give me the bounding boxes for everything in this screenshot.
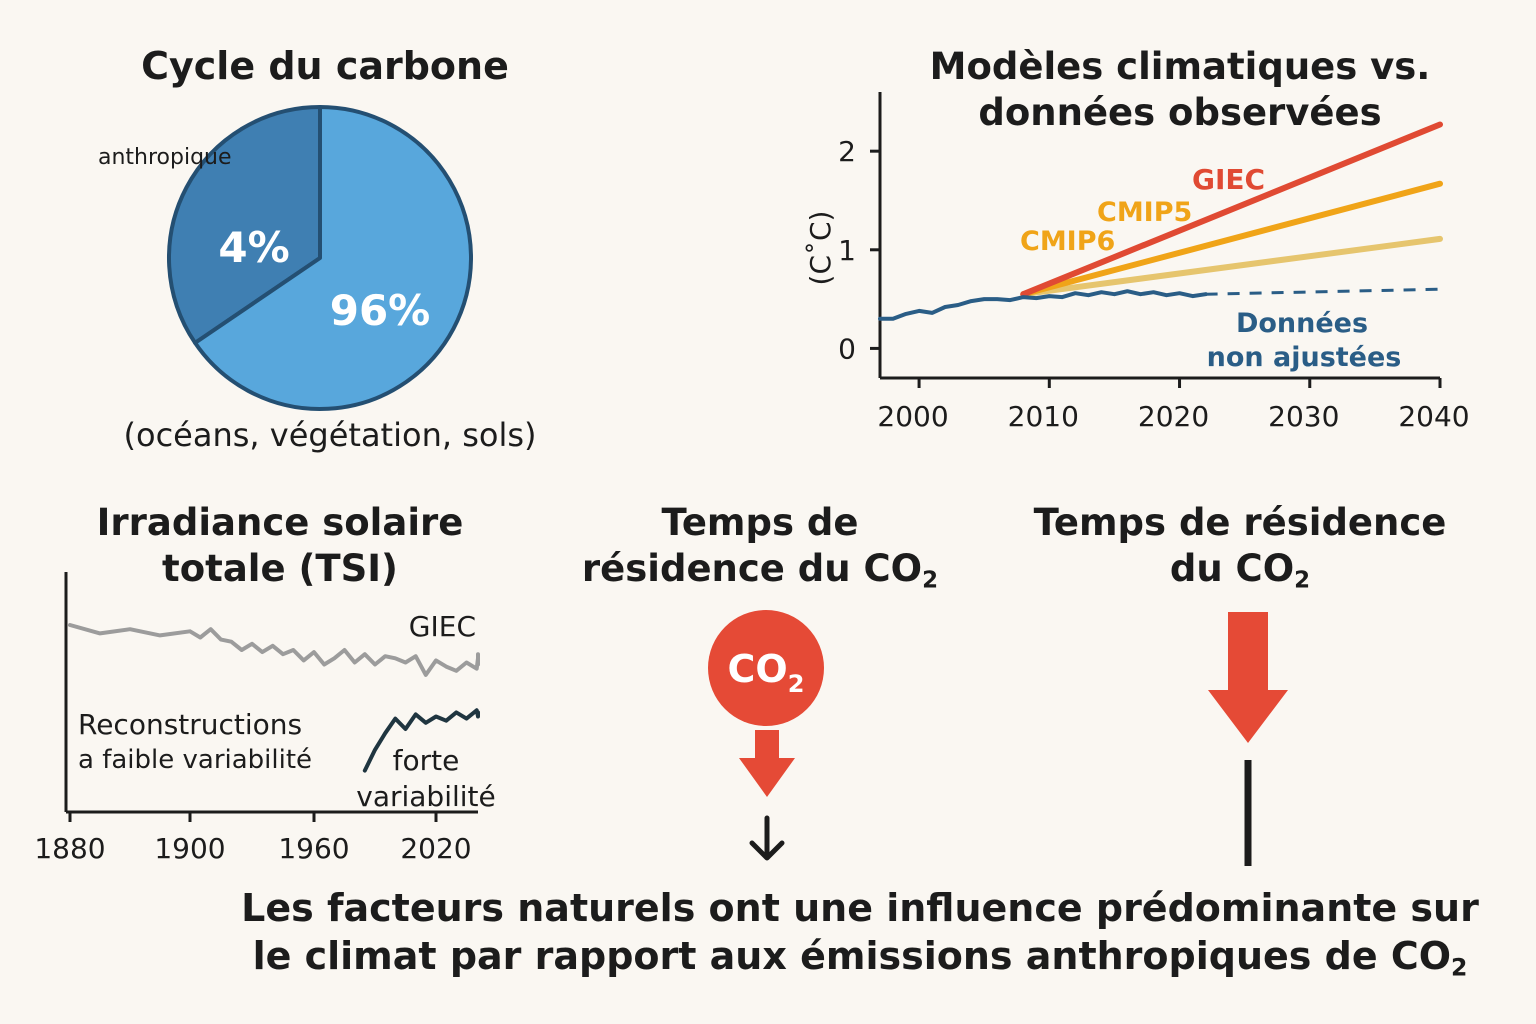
models-y-axis-label: (C˚C) <box>804 211 837 286</box>
pie-slice-anthropique <box>167 105 322 345</box>
down-arrow-red-small <box>739 730 795 797</box>
models-title-line2: données observées <box>978 91 1382 134</box>
models-label-observed-line1: Données <box>1236 308 1368 339</box>
residence-title-1: Temps de résidence du CO2 <box>560 500 960 592</box>
models-series-giec <box>1020 121 1443 298</box>
residence1-title-line1: Temps de <box>661 501 859 544</box>
models-x-tick-label: 2010 <box>1008 400 1079 433</box>
tsi-label-reconstructions-line2: a faible variabilité <box>78 745 312 775</box>
conclusion-line2: le climat par rapport aux émissions anth… <box>252 934 1468 982</box>
pie-label-naturel: (océans, végétation, sols) <box>124 416 537 454</box>
down-arrow-red-large <box>1208 612 1288 743</box>
models-label-observed-line2: non ajustées <box>1207 342 1402 373</box>
models-chart-title: Modèles climatiques vs. données observée… <box>880 44 1480 136</box>
models-series-observed-projection <box>1205 287 1441 296</box>
tsi-label-forte-line1: forte <box>393 744 460 777</box>
models-x-tick-label: 2040 <box>1398 400 1469 433</box>
residence-title-2: Temps de résidence du CO2 <box>1030 500 1450 592</box>
pie-slice-value-label: 4% <box>218 223 289 272</box>
down-arrow-black-small <box>749 815 785 861</box>
models-label-cmip6: CMIP6 <box>1020 226 1115 257</box>
models-x-tick-label: 2020 <box>1138 400 1209 433</box>
residence1-title-line2: résidence du CO2 <box>581 547 939 594</box>
co2-bubble-label: CO2 <box>728 647 805 698</box>
models-label-giec: GIEC <box>1192 163 1265 196</box>
tsi-x-tick-label: 2020 <box>400 832 471 865</box>
models-y-tick-label: 2 <box>838 135 856 168</box>
models-y-tick-label: 1 <box>838 234 856 267</box>
residence2-title-line2: du CO2 <box>1169 547 1311 594</box>
conclusion-text: Les facteurs naturels ont une influence … <box>180 884 1536 980</box>
pie-slice-naturel <box>193 105 473 411</box>
models-series-observed <box>878 289 1208 321</box>
pie-label-anthropique: anthropique <box>98 145 232 170</box>
tsi-chart-title: Irradiance solaire totale (TSI) <box>60 500 500 592</box>
tsi-label-giec: GIEC <box>409 610 476 643</box>
models-label-cmip5: CMIP5 <box>1097 197 1192 228</box>
tsi-label-reconstructions-line1: Reconstructions <box>78 708 302 741</box>
models-title-line1: Modèles climatiques vs. <box>929 45 1431 88</box>
models-y-tick-label: 0 <box>838 332 856 365</box>
tsi-x-tick-label: 1960 <box>278 832 349 865</box>
pie-slice-value-label: 96% <box>330 286 431 335</box>
residence2-title-line1: Temps de résidence <box>1033 501 1447 544</box>
tsi-title-line2: totale (TSI) <box>162 547 398 590</box>
co2-bubble <box>708 610 824 726</box>
tsi-x-tick-label: 1880 <box>34 832 105 865</box>
models-series-cmip6 <box>1020 235 1443 298</box>
conclusion-line1: Les facteurs naturels ont une influence … <box>241 886 1479 930</box>
tsi-label-forte-line2: variabilité <box>356 780 496 813</box>
models-x-tick-label: 2000 <box>877 400 948 433</box>
models-x-tick-label: 2030 <box>1268 400 1339 433</box>
tsi-x-tick-label: 1900 <box>154 832 225 865</box>
tsi-title-line1: Irradiance solaire <box>96 501 464 544</box>
tsi-series-giec <box>68 623 480 677</box>
pie-chart-title: Cycle du carbone <box>141 44 509 88</box>
models-series-cmip5 <box>1020 180 1443 298</box>
tsi-series-forte-variabilite <box>362 708 480 773</box>
